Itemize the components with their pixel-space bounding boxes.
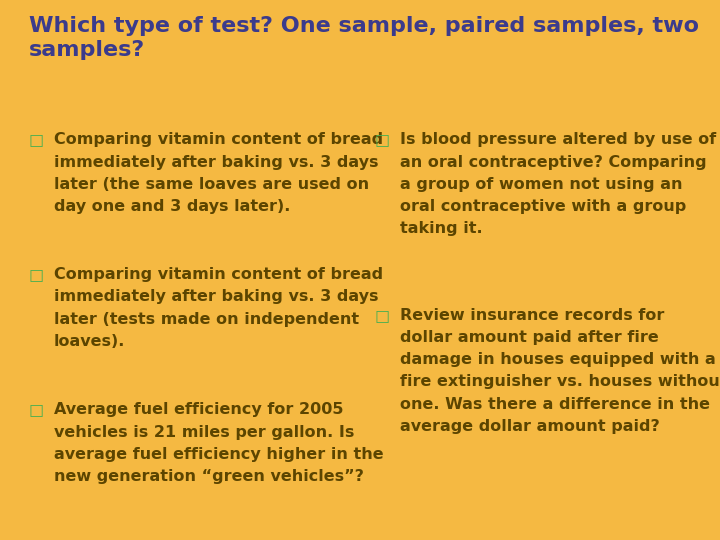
Text: Is blood pressure altered by use of
an oral contraceptive? Comparing
a group of : Is blood pressure altered by use of an o… (400, 132, 716, 236)
Text: Review insurance records for
dollar amount paid after fire
damage in houses equi: Review insurance records for dollar amou… (400, 308, 720, 434)
Text: □: □ (29, 132, 44, 147)
Text: □: □ (374, 132, 390, 147)
Text: Average fuel efficiency for 2005
vehicles is 21 miles per gallon. Is
average fue: Average fuel efficiency for 2005 vehicle… (54, 402, 384, 484)
Text: □: □ (29, 402, 44, 417)
Text: □: □ (29, 267, 44, 282)
Text: Which type of test? One sample, paired samples, two
samples?: Which type of test? One sample, paired s… (29, 16, 699, 60)
Text: Comparing vitamin content of bread
immediately after baking vs. 3 days
later (te: Comparing vitamin content of bread immed… (54, 267, 383, 349)
Text: □: □ (374, 308, 390, 323)
Text: Comparing vitamin content of bread
immediately after baking vs. 3 days
later (th: Comparing vitamin content of bread immed… (54, 132, 383, 214)
